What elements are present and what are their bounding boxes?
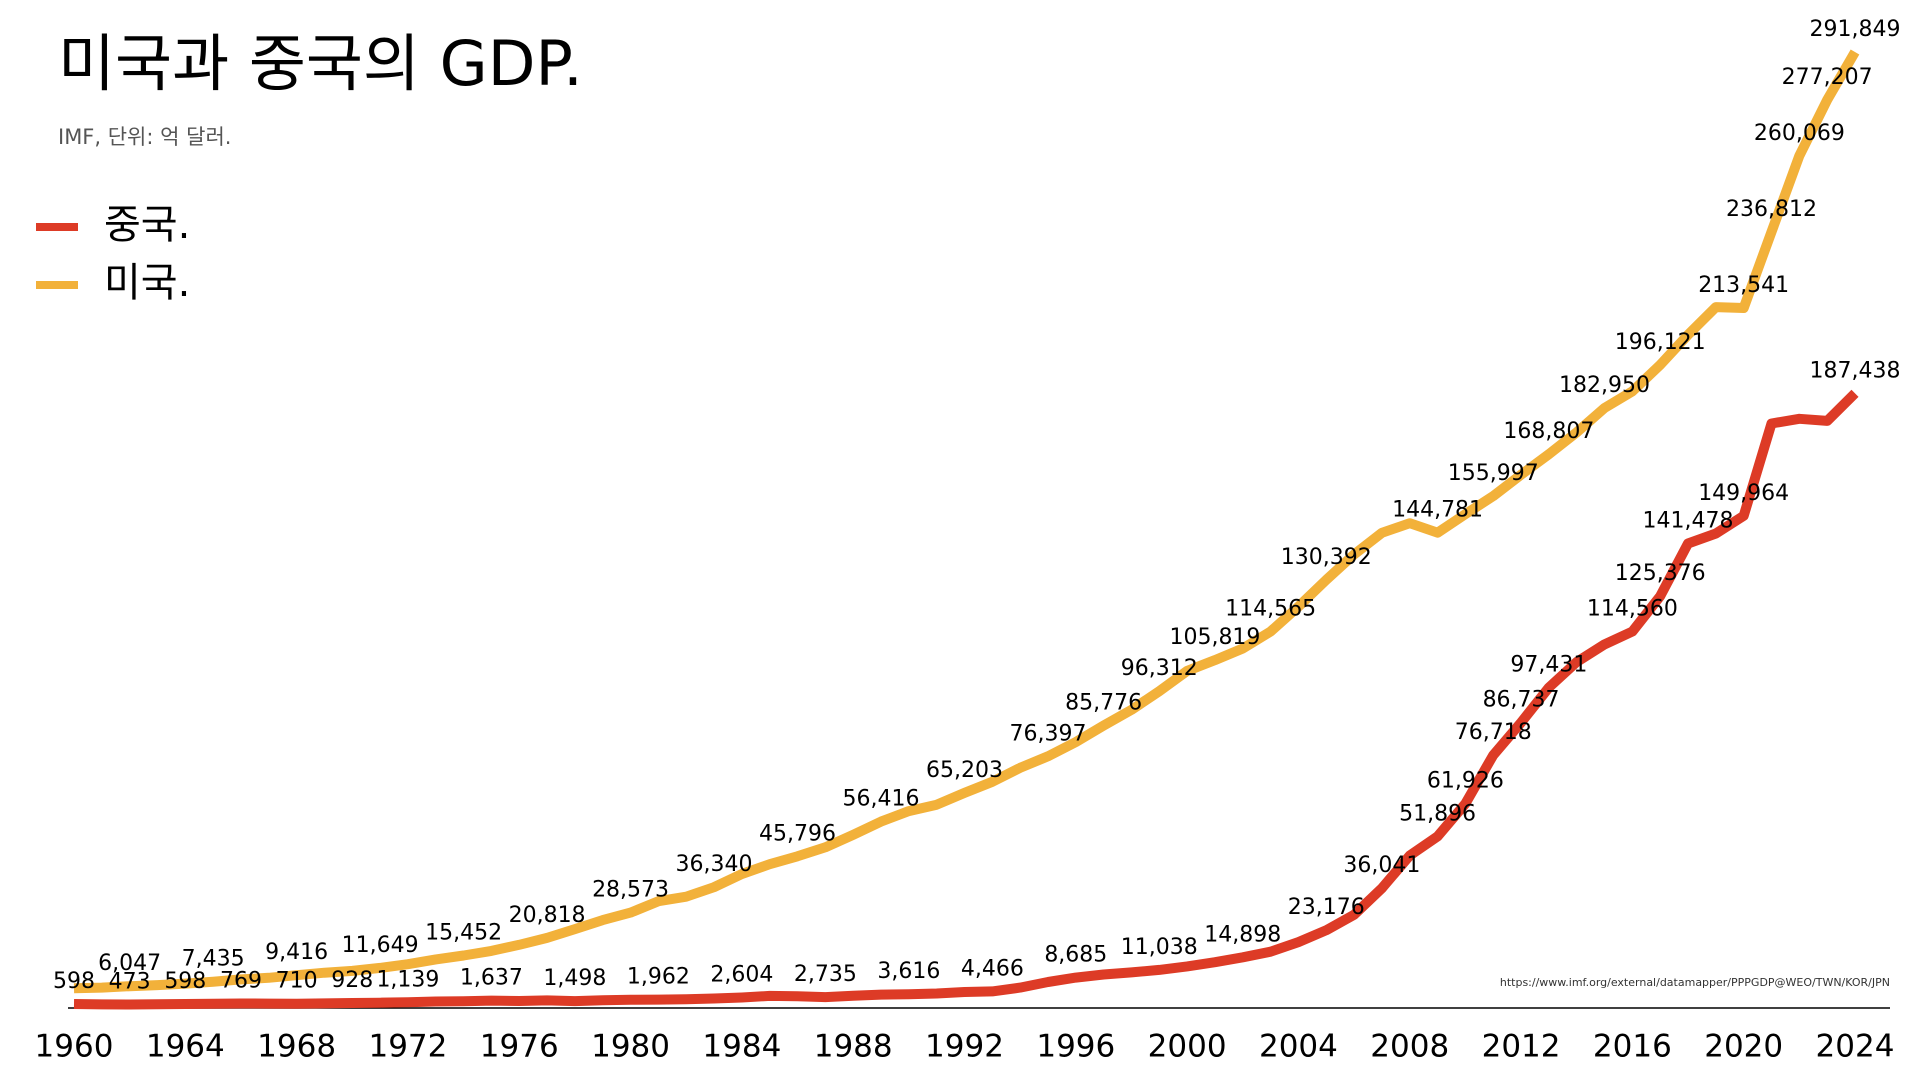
data-label: 1,498 <box>543 966 606 991</box>
x-tick-label: 2020 <box>1704 1029 1783 1065</box>
data-label: 97,431 <box>1510 653 1587 678</box>
data-label: 114,560 <box>1587 597 1678 622</box>
series-line <box>73 49 1860 994</box>
data-label: 8,685 <box>1044 943 1107 968</box>
data-label: 14,898 <box>1204 922 1281 947</box>
source-note: https://www.imf.org/external/datamapper/… <box>1500 976 1890 989</box>
data-label: 20,818 <box>509 903 586 928</box>
data-label: 277,207 <box>1782 65 1873 90</box>
series-line <box>73 389 1859 1010</box>
data-label: 168,807 <box>1503 419 1594 444</box>
x-tick-label: 1972 <box>368 1029 447 1065</box>
x-tick-label: 1988 <box>814 1029 893 1065</box>
chart-title: 미국과 중국의 GDP. <box>58 27 583 100</box>
chart-subtitle: IMF, 단위: 억 달러. <box>58 125 231 149</box>
data-label: 114,565 <box>1225 597 1316 622</box>
data-label: 65,203 <box>926 758 1003 783</box>
x-tick-label: 1996 <box>1036 1029 1115 1065</box>
data-label: 85,776 <box>1065 691 1142 716</box>
data-label: 928 <box>331 968 373 993</box>
data-label: 260,069 <box>1754 121 1845 146</box>
data-label: 291,849 <box>1810 17 1901 42</box>
x-tick-label: 1964 <box>146 1029 225 1065</box>
data-label: 56,416 <box>843 787 920 812</box>
data-label: 36,340 <box>676 852 753 877</box>
legend-label: 중국. <box>104 202 190 248</box>
data-label: 3,616 <box>877 959 940 984</box>
data-label: 9,416 <box>265 940 328 965</box>
data-label: 23,176 <box>1288 895 1365 920</box>
data-label: 76,718 <box>1455 720 1532 745</box>
data-label: 51,896 <box>1399 801 1476 826</box>
data-label: 36,041 <box>1343 853 1420 878</box>
x-tick-label: 1960 <box>35 1029 114 1065</box>
data-label: 236,812 <box>1726 197 1817 222</box>
legend-label: 미국. <box>104 260 190 306</box>
data-label: 769 <box>220 968 262 993</box>
x-tick-label: 2016 <box>1593 1029 1672 1065</box>
data-label: 182,950 <box>1559 373 1650 398</box>
x-tick-label: 1976 <box>480 1029 559 1065</box>
data-label: 196,121 <box>1615 330 1706 355</box>
data-label: 11,038 <box>1121 935 1198 960</box>
data-label: 130,392 <box>1281 545 1372 570</box>
data-label: 4,466 <box>961 956 1024 981</box>
data-label: 144,781 <box>1392 498 1483 523</box>
data-label: 2,735 <box>794 962 857 987</box>
x-tick-label: 1992 <box>925 1029 1004 1065</box>
data-label: 7,435 <box>182 947 245 972</box>
data-label: 45,796 <box>759 821 836 846</box>
data-label: 2,604 <box>710 962 773 987</box>
data-label: 61,926 <box>1427 769 1504 794</box>
data-label: 187,438 <box>1810 358 1901 383</box>
x-tick-label: 2004 <box>1259 1029 1338 1065</box>
x-tick-label: 2024 <box>1816 1029 1895 1065</box>
data-label: 598 <box>53 969 95 994</box>
x-tick-label: 1984 <box>702 1029 781 1065</box>
data-label: 125,376 <box>1615 561 1706 586</box>
data-label: 213,541 <box>1698 273 1789 298</box>
x-tick-label: 1980 <box>591 1029 670 1065</box>
data-label: 105,819 <box>1169 625 1260 650</box>
data-label: 598 <box>164 969 206 994</box>
data-label: 710 <box>276 969 318 994</box>
data-label: 1,637 <box>460 966 523 991</box>
data-label: 15,452 <box>425 920 502 945</box>
data-label: 141,478 <box>1643 509 1734 534</box>
x-tick-label: 2008 <box>1370 1029 1449 1065</box>
data-label: 473 <box>109 969 151 994</box>
data-label: 155,997 <box>1448 461 1539 486</box>
data-label: 6,047 <box>98 951 161 976</box>
data-label: 28,573 <box>592 878 669 903</box>
data-label: 86,737 <box>1483 687 1560 712</box>
data-label: 96,312 <box>1121 656 1198 681</box>
data-label: 1,962 <box>627 965 690 990</box>
x-tick-label: 1968 <box>257 1029 336 1065</box>
data-label: 11,649 <box>342 933 419 958</box>
data-label: 149,964 <box>1698 481 1789 506</box>
data-label: 1,139 <box>376 967 439 992</box>
x-tick-label: 2000 <box>1148 1029 1227 1065</box>
data-label: 76,397 <box>1009 721 1086 746</box>
x-tick-label: 2012 <box>1482 1029 1561 1065</box>
